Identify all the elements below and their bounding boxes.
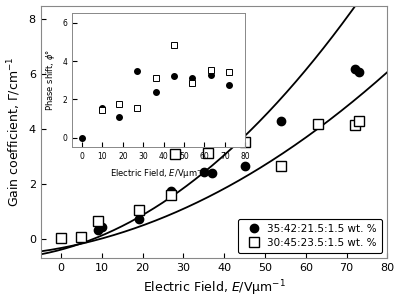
Y-axis label: Gain coefficient, $\Gamma$/cm$^{-1}$: Gain coefficient, $\Gamma$/cm$^{-1}$	[6, 57, 23, 207]
X-axis label: Electric Field, $E$/Vμm$^{-1}$: Electric Field, $E$/Vμm$^{-1}$	[142, 279, 286, 299]
Legend: 35:42:21.5:1.5 wt. %, 30:45:23.5:1.5 wt. %: 35:42:21.5:1.5 wt. %, 30:45:23.5:1.5 wt.…	[238, 219, 382, 253]
